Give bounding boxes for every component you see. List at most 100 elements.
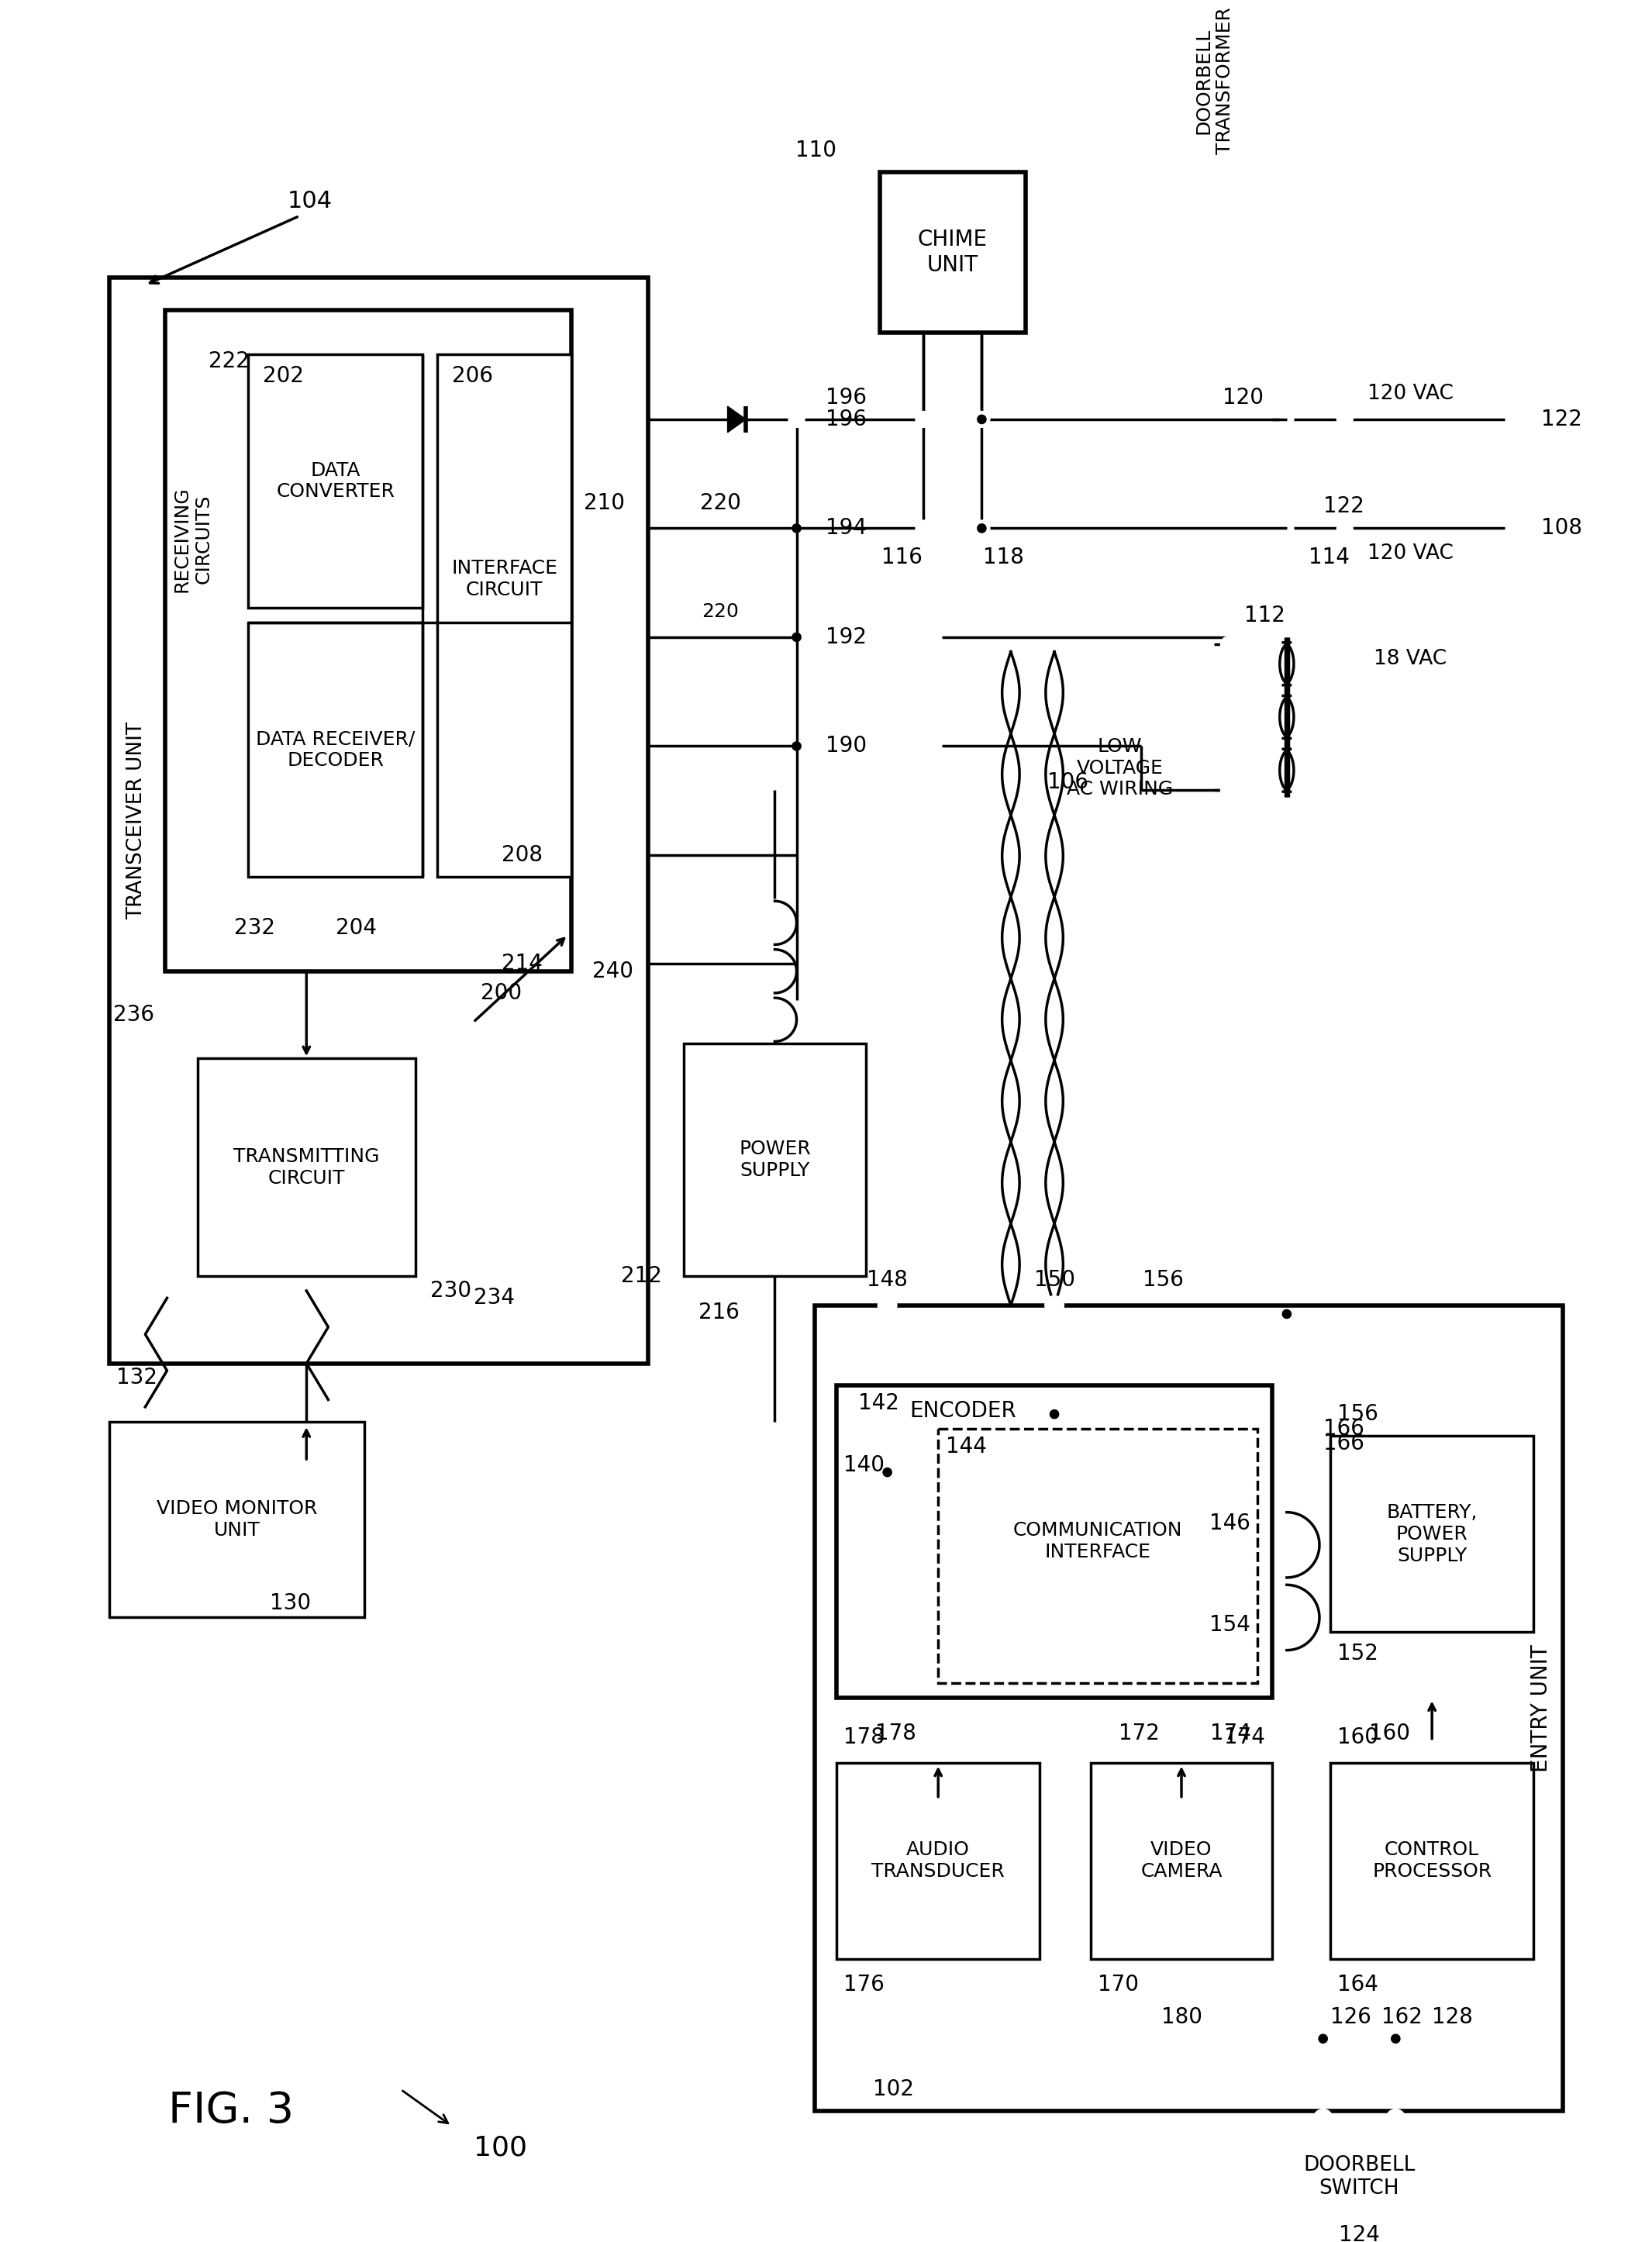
Text: 156: 156 bbox=[1143, 1269, 1184, 1291]
Text: 122: 122 bbox=[1541, 408, 1583, 430]
Text: VIDEO MONITOR
UNIT: VIDEO MONITOR UNIT bbox=[157, 1500, 317, 1540]
Circle shape bbox=[978, 415, 986, 424]
Text: 170: 170 bbox=[1099, 1973, 1138, 1995]
Circle shape bbox=[1338, 520, 1351, 536]
Text: 220: 220 bbox=[702, 603, 738, 621]
Text: DOORBELL
SWITCH: DOORBELL SWITCH bbox=[1303, 2155, 1416, 2199]
Text: 222: 222 bbox=[208, 350, 249, 372]
Circle shape bbox=[1221, 637, 1236, 652]
Text: 220: 220 bbox=[700, 491, 740, 513]
Bar bbox=[836, 1762, 1039, 1960]
Text: 210: 210 bbox=[583, 491, 624, 513]
Text: 166: 166 bbox=[1323, 1433, 1365, 1455]
Text: CONTROL
PROCESSOR: CONTROL PROCESSOR bbox=[1373, 1841, 1492, 1881]
Text: 240: 240 bbox=[591, 960, 633, 982]
Text: 174: 174 bbox=[1211, 1722, 1252, 1744]
Text: 154: 154 bbox=[1209, 1614, 1251, 1637]
Text: 180: 180 bbox=[1161, 2007, 1203, 2027]
Text: 122: 122 bbox=[1323, 495, 1365, 518]
Circle shape bbox=[978, 525, 986, 534]
Circle shape bbox=[1051, 1410, 1059, 1419]
Circle shape bbox=[917, 520, 932, 536]
Text: 172: 172 bbox=[1118, 1722, 1160, 1744]
Circle shape bbox=[879, 1296, 895, 1314]
Text: 178: 178 bbox=[844, 1726, 885, 1749]
Circle shape bbox=[793, 742, 801, 751]
Text: 190: 190 bbox=[826, 735, 867, 758]
Text: INTERFACE
CIRCUIT: INTERFACE CIRCUIT bbox=[451, 558, 557, 599]
Text: 100: 100 bbox=[474, 2134, 527, 2161]
Bar bbox=[1330, 1762, 1533, 1960]
Text: 146: 146 bbox=[1209, 1513, 1251, 1534]
Text: 202: 202 bbox=[263, 365, 304, 386]
Text: 196: 196 bbox=[826, 408, 867, 430]
Text: 128: 128 bbox=[1432, 2007, 1474, 2027]
Text: 160: 160 bbox=[1338, 1726, 1379, 1749]
Bar bbox=[1330, 1435, 1533, 1632]
Bar bbox=[1090, 1762, 1272, 1960]
Text: 234: 234 bbox=[474, 1287, 514, 1309]
Text: 212: 212 bbox=[621, 1264, 662, 1287]
Text: 126: 126 bbox=[1330, 2007, 1371, 2027]
Text: 104: 104 bbox=[287, 191, 332, 213]
Text: 142: 142 bbox=[859, 1392, 899, 1415]
Text: LOW
VOLTAGE
AC WIRING: LOW VOLTAGE AC WIRING bbox=[1067, 738, 1173, 798]
Text: 18 VAC: 18 VAC bbox=[1374, 648, 1447, 668]
Text: 214: 214 bbox=[502, 953, 542, 975]
Text: 206: 206 bbox=[451, 365, 492, 386]
Text: 140: 140 bbox=[844, 1455, 885, 1475]
Bar bbox=[248, 354, 423, 608]
Text: DOORBELL
TRANSFORMER: DOORBELL TRANSFORMER bbox=[1194, 7, 1234, 155]
Text: 232: 232 bbox=[235, 917, 274, 939]
Text: 152: 152 bbox=[1338, 1643, 1378, 1666]
Text: DATA
CONVERTER: DATA CONVERTER bbox=[276, 462, 395, 502]
Text: FIG. 3: FIG. 3 bbox=[169, 2090, 294, 2132]
Circle shape bbox=[1046, 1296, 1064, 1314]
Text: RECEIVING
CIRCUITS: RECEIVING CIRCUITS bbox=[172, 487, 213, 592]
Bar bbox=[881, 173, 1026, 332]
Text: 216: 216 bbox=[699, 1303, 740, 1323]
Text: 106: 106 bbox=[1047, 771, 1089, 794]
Text: TRANSMITTING
CIRCUIT: TRANSMITTING CIRCUIT bbox=[233, 1148, 380, 1188]
Text: 112: 112 bbox=[1244, 605, 1285, 626]
Text: 150: 150 bbox=[1034, 1269, 1075, 1291]
Circle shape bbox=[1315, 2110, 1332, 2128]
Text: COMMUNICATION
INTERFACE: COMMUNICATION INTERFACE bbox=[1013, 1522, 1183, 1560]
Circle shape bbox=[917, 413, 932, 426]
Circle shape bbox=[975, 413, 990, 426]
Bar bbox=[109, 1421, 365, 1616]
Circle shape bbox=[1388, 2110, 1404, 2128]
Text: 230: 230 bbox=[430, 1280, 471, 1303]
Circle shape bbox=[884, 1469, 892, 1477]
Circle shape bbox=[1221, 782, 1236, 796]
Text: 236: 236 bbox=[112, 1004, 154, 1025]
Bar bbox=[684, 1045, 866, 1276]
Text: 178: 178 bbox=[876, 1722, 917, 1744]
Bar bbox=[814, 1305, 1563, 2112]
Polygon shape bbox=[727, 406, 747, 433]
Text: 148: 148 bbox=[867, 1269, 909, 1291]
Text: 144: 144 bbox=[945, 1437, 986, 1457]
Text: 160: 160 bbox=[1370, 1722, 1411, 1744]
Text: 124: 124 bbox=[1338, 2224, 1379, 2242]
Text: ENTRY UNIT: ENTRY UNIT bbox=[1530, 1643, 1551, 1771]
Circle shape bbox=[790, 413, 805, 426]
Text: 110: 110 bbox=[796, 139, 836, 161]
Text: 196: 196 bbox=[826, 386, 867, 408]
Text: CHIME
UNIT: CHIME UNIT bbox=[919, 229, 988, 276]
Text: 194: 194 bbox=[826, 518, 867, 538]
Text: 192: 192 bbox=[826, 626, 867, 648]
Text: 108: 108 bbox=[1541, 518, 1583, 538]
Text: 208: 208 bbox=[501, 845, 542, 865]
Bar bbox=[198, 1058, 415, 1276]
Text: 156: 156 bbox=[1338, 1403, 1378, 1426]
Bar bbox=[248, 623, 423, 877]
Text: 130: 130 bbox=[269, 1592, 311, 1614]
Circle shape bbox=[1282, 1309, 1292, 1318]
Text: POWER
SUPPLY: POWER SUPPLY bbox=[738, 1139, 811, 1179]
Bar bbox=[165, 309, 572, 971]
Text: 174: 174 bbox=[1224, 1726, 1265, 1749]
Text: 164: 164 bbox=[1338, 1973, 1378, 1995]
Bar bbox=[836, 1386, 1272, 1697]
Text: 114: 114 bbox=[1308, 547, 1350, 567]
